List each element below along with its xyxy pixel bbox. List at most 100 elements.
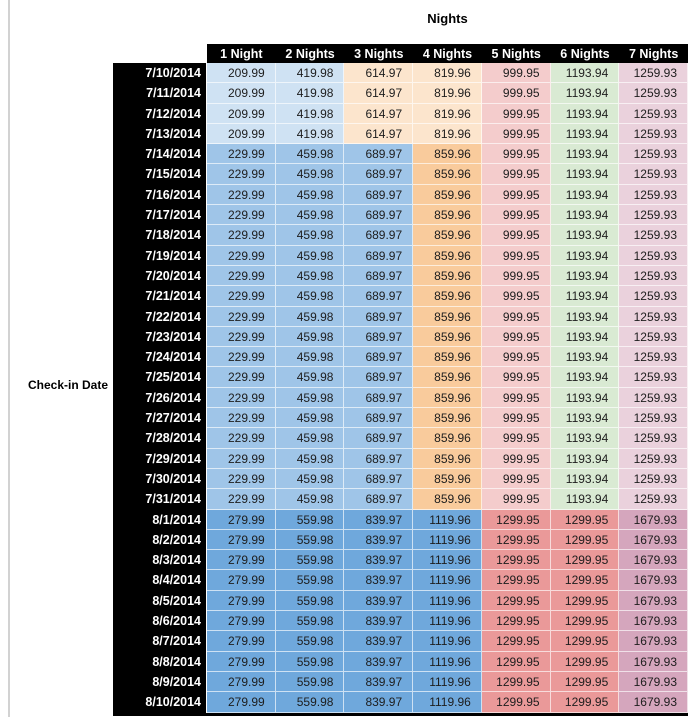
price-cell: 1299.95 [550, 509, 620, 530]
price-cell: 999.95 [481, 306, 551, 327]
price-cell: 229.99 [207, 367, 276, 388]
row-date: 8/10/2014 [113, 692, 207, 713]
price-cell: 859.96 [413, 387, 482, 409]
price-cell: 859.96 [413, 306, 482, 327]
row-date: 7/16/2014 [113, 184, 207, 206]
row-date: 7/15/2014 [113, 164, 207, 185]
price-cell: 1679.93 [619, 570, 688, 591]
price-cell: 459.98 [275, 205, 345, 226]
price-cell: 459.98 [275, 347, 345, 368]
price-cell: 689.97 [344, 286, 414, 307]
price-cell: 999.95 [481, 428, 551, 449]
row-date: 8/2/2014 [113, 529, 207, 551]
price-cell: 559.98 [275, 651, 345, 672]
price-cell: 1259.93 [619, 123, 688, 145]
price-cell: 999.95 [481, 225, 551, 246]
price-cell: 229.99 [207, 428, 276, 449]
price-cell: 1259.93 [619, 184, 688, 206]
price-cell: 1259.93 [619, 205, 688, 226]
price-cell: 279.99 [207, 529, 276, 551]
price-cell: 1259.93 [619, 468, 688, 490]
price-cell: 1119.96 [413, 611, 482, 632]
price-cell: 999.95 [481, 103, 551, 124]
price-cell: 229.99 [207, 306, 276, 327]
price-cell: 839.97 [344, 550, 414, 571]
price-cell: 419.98 [275, 63, 345, 84]
price-cell: 1193.94 [550, 225, 620, 246]
row-date: 8/9/2014 [113, 671, 207, 693]
price-cell: 859.96 [413, 489, 482, 510]
column-header: 2 Nights [275, 44, 345, 63]
price-cell: 459.98 [275, 387, 345, 409]
row-date: 8/1/2014 [113, 509, 207, 530]
price-cell: 209.99 [207, 103, 276, 124]
price-cell: 859.96 [413, 144, 482, 165]
price-cell: 279.99 [207, 570, 276, 591]
price-cell: 559.98 [275, 631, 345, 652]
column-header: 3 Nights [344, 44, 414, 63]
column-header: 1 Night [207, 44, 276, 63]
price-cell: 859.96 [413, 428, 482, 449]
column-header: 7 Nights [619, 44, 688, 63]
price-cell: 689.97 [344, 225, 414, 246]
price-cell: 614.97 [344, 83, 414, 104]
price-cell: 1679.93 [619, 529, 688, 551]
row-date: 8/3/2014 [113, 550, 207, 571]
price-cell: 859.96 [413, 448, 482, 469]
price-cell: 1299.95 [550, 692, 620, 713]
price-cell: 459.98 [275, 326, 345, 348]
price-cell: 1299.95 [481, 570, 551, 591]
price-cell: 999.95 [481, 367, 551, 388]
price-cell: 419.98 [275, 83, 345, 104]
price-cell: 999.95 [481, 144, 551, 165]
price-cell: 839.97 [344, 631, 414, 652]
price-cell: 999.95 [481, 448, 551, 469]
price-cell: 689.97 [344, 468, 414, 490]
price-cell: 819.96 [413, 63, 482, 84]
column-header: 5 Nights [481, 44, 551, 63]
price-cell: 689.97 [344, 387, 414, 409]
price-cell: 1299.95 [481, 651, 551, 672]
price-cell: 1193.94 [550, 448, 620, 469]
price-cell: 999.95 [481, 164, 551, 185]
price-cell: 689.97 [344, 164, 414, 185]
price-cell: 819.96 [413, 83, 482, 104]
price-cell: 999.95 [481, 347, 551, 368]
price-cell: 1119.96 [413, 570, 482, 591]
row-date: 7/19/2014 [113, 245, 207, 266]
price-cell: 614.97 [344, 63, 414, 84]
price-cell: 1193.94 [550, 286, 620, 307]
price-cell: 859.96 [413, 286, 482, 307]
price-cell: 1259.93 [619, 428, 688, 449]
price-cell: 1259.93 [619, 326, 688, 348]
price-cell: 859.96 [413, 265, 482, 287]
price-cell: 1259.93 [619, 83, 688, 104]
price-cell: 1259.93 [619, 63, 688, 84]
price-cell: 859.96 [413, 326, 482, 348]
price-cell: 1299.95 [481, 611, 551, 632]
price-cell: 459.98 [275, 184, 345, 206]
price-cell: 1299.95 [481, 692, 551, 713]
price-cell: 459.98 [275, 448, 345, 469]
row-date: 8/7/2014 [113, 631, 207, 652]
price-cell: 839.97 [344, 509, 414, 530]
price-cell: 279.99 [207, 671, 276, 693]
price-cell: 1193.94 [550, 83, 620, 104]
pricing-grid: 1 Night 2 Nights 3 Nights 4 Nights 5 Nights 6… [113, 44, 688, 716]
price-cell: 229.99 [207, 448, 276, 469]
price-cell: 999.95 [481, 326, 551, 348]
price-cell: 559.98 [275, 692, 345, 713]
price-cell: 859.96 [413, 184, 482, 206]
price-cell: 1119.96 [413, 529, 482, 551]
price-cell: 1193.94 [550, 265, 620, 287]
price-cell: 1259.93 [619, 347, 688, 368]
price-cell: 689.97 [344, 408, 414, 429]
price-cell: 859.96 [413, 205, 482, 226]
price-cell: 1193.94 [550, 428, 620, 449]
header-corner-spacer [113, 44, 207, 63]
price-cell: 1259.93 [619, 286, 688, 307]
price-cell: 1299.95 [550, 529, 620, 551]
row-date: 7/12/2014 [113, 103, 207, 124]
price-cell: 614.97 [344, 123, 414, 145]
row-date: 7/28/2014 [113, 428, 207, 449]
